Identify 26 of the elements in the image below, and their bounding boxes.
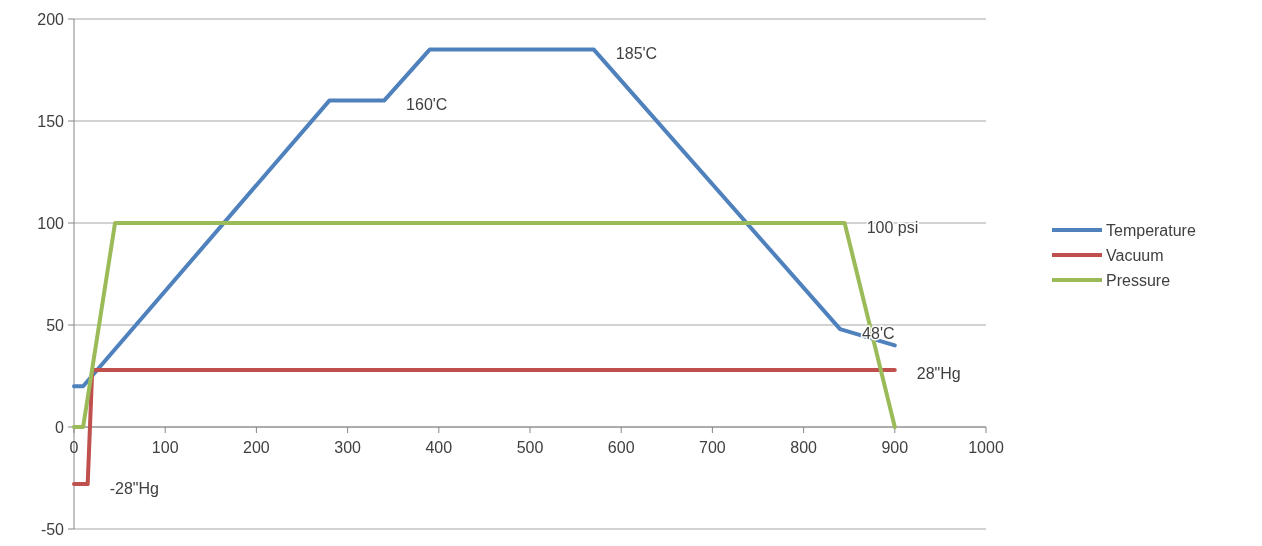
x-tick-label: 300 bbox=[334, 438, 362, 456]
x-tick-label: 200 bbox=[243, 438, 270, 456]
x-tick-label: 500 bbox=[516, 438, 544, 456]
y-tick-label: 50 bbox=[46, 316, 65, 334]
line-series bbox=[72, 47, 897, 389]
legend-label: Pressure bbox=[1106, 271, 1171, 289]
x-tick-label: 900 bbox=[881, 438, 909, 456]
annotation: 185'C bbox=[615, 45, 658, 63]
x-tick-label: 1000 bbox=[968, 438, 1004, 456]
annotation: 160'C bbox=[406, 96, 448, 114]
y-tick-label: -50 bbox=[40, 520, 65, 538]
annotation: 100 psi bbox=[866, 218, 919, 236]
y-tick-label: 200 bbox=[37, 10, 65, 28]
x-tick-label: 600 bbox=[607, 438, 635, 456]
x-tick-label: 800 bbox=[790, 438, 818, 456]
x-tick-label: 100 bbox=[151, 438, 179, 456]
x-tick-label: 0 bbox=[69, 438, 79, 456]
annotation: 28"Hg bbox=[916, 365, 961, 383]
y-tick-label: 0 bbox=[55, 418, 65, 436]
y-tick-label: 150 bbox=[37, 112, 65, 130]
annotation: -28"Hg bbox=[109, 479, 159, 497]
x-tick-label: 700 bbox=[699, 438, 726, 456]
y-tick-label: 100 bbox=[37, 214, 65, 232]
legend-label: Temperature bbox=[1106, 221, 1196, 239]
legend-label: Vacuum bbox=[1106, 246, 1164, 264]
x-tick-label: 400 bbox=[425, 438, 453, 456]
